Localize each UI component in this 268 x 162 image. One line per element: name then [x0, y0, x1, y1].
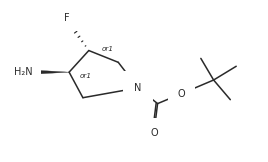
Text: F: F: [64, 13, 70, 23]
Polygon shape: [34, 70, 69, 74]
Text: H₂N: H₂N: [14, 67, 33, 77]
Text: N: N: [134, 83, 142, 93]
Text: O: O: [177, 89, 185, 99]
Text: or1: or1: [80, 73, 92, 79]
Text: or1: or1: [102, 46, 114, 52]
Text: O: O: [151, 128, 158, 138]
